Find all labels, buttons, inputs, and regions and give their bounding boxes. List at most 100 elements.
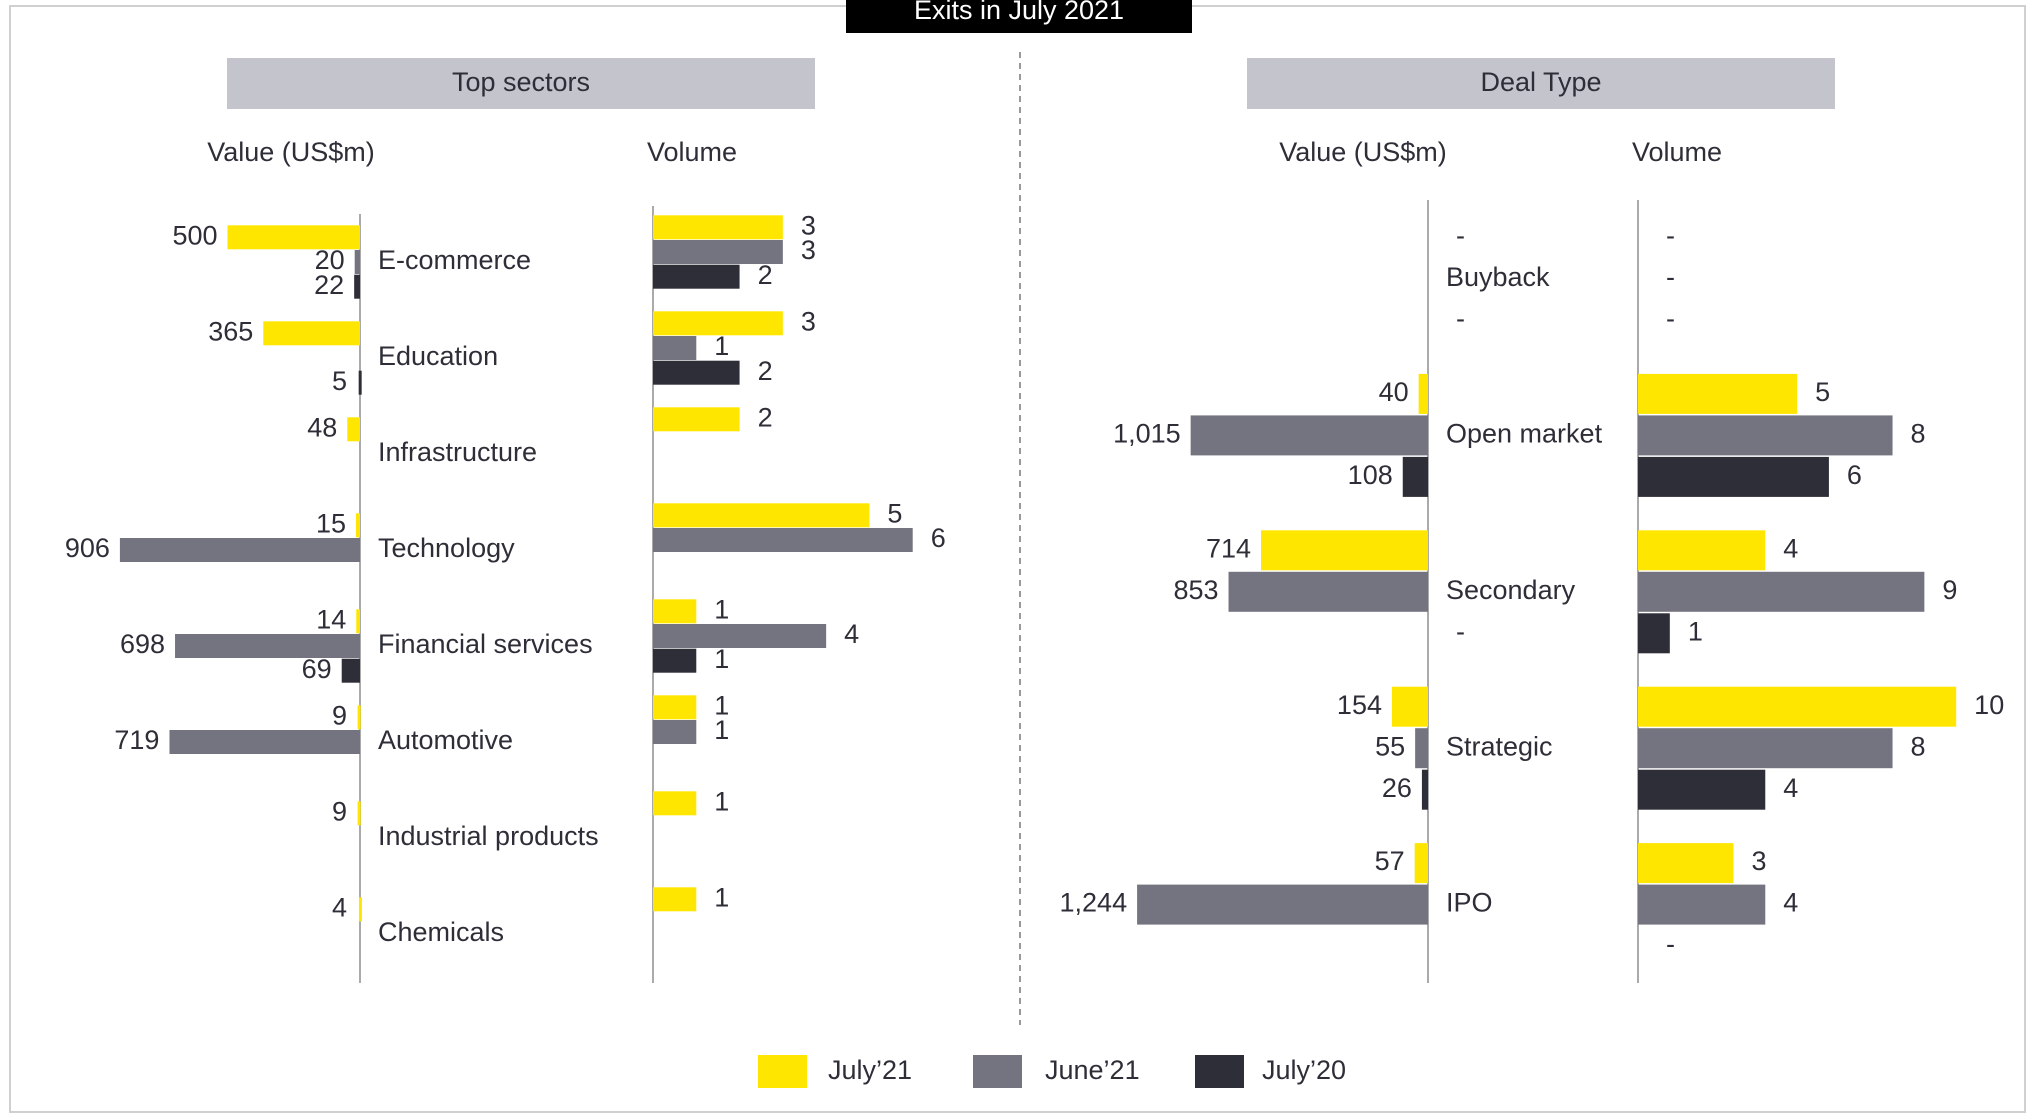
value-label: 8: [1911, 731, 1926, 761]
value-label: 1,244: [1060, 888, 1128, 918]
value-label: 714: [1206, 533, 1251, 563]
legend-label: June’21: [1045, 1055, 1140, 1085]
value-label: 3: [801, 210, 816, 240]
value-label: 3: [801, 235, 816, 265]
category-label: Financial services: [378, 629, 593, 659]
value-label: 853: [1173, 575, 1218, 605]
header-title: Exits in July 2021: [914, 0, 1124, 25]
bar: [1638, 530, 1766, 571]
bar: [1190, 415, 1428, 456]
axis-title: Value (US$m): [1279, 137, 1447, 167]
bar: [653, 528, 913, 552]
value-label: -: [1456, 221, 1465, 251]
value-label: 108: [1348, 460, 1393, 490]
value-label: 906: [65, 533, 110, 563]
value-label: 55: [1375, 731, 1405, 761]
bar: [653, 887, 697, 912]
category-label: Buyback: [1446, 262, 1550, 292]
value-label: 4: [332, 892, 347, 922]
category-label: Chemicals: [378, 917, 504, 947]
bar: [1638, 613, 1670, 654]
value-label: -: [1666, 262, 1675, 292]
value-label: 5: [1815, 377, 1830, 407]
legend-label: July’21: [828, 1055, 912, 1085]
value-label: -: [1456, 304, 1465, 334]
category-label: Technology: [378, 533, 515, 563]
bar: [357, 705, 361, 730]
value-label: 4: [844, 619, 859, 649]
panel-title: Deal Type: [1480, 67, 1601, 97]
bar: [357, 801, 361, 826]
bar: [227, 225, 360, 250]
bar: [263, 321, 360, 346]
bar: [1415, 728, 1428, 769]
bar: [1638, 843, 1734, 884]
bar: [1414, 843, 1428, 884]
bar: [653, 624, 827, 648]
bar: [653, 599, 697, 624]
value-label: -: [1666, 304, 1675, 334]
value-label: 69: [302, 654, 332, 684]
value-label: 1: [714, 715, 729, 745]
value-label: 2: [758, 402, 773, 432]
bar: [356, 609, 360, 634]
axis-title: Volume: [1632, 137, 1722, 167]
bar: [1638, 373, 1798, 414]
value-label: -: [1666, 929, 1675, 959]
value-label: 3: [1751, 846, 1766, 876]
value-label: 15: [316, 508, 346, 538]
category-label: Open market: [1446, 419, 1603, 449]
bar: [653, 336, 697, 360]
bar: [1638, 884, 1766, 925]
bar: [1638, 686, 1957, 727]
bar: [119, 538, 360, 562]
value-label: -: [1456, 616, 1465, 646]
value-label: 14: [316, 604, 346, 634]
value-label: -: [1666, 221, 1675, 251]
value-label: 1: [714, 882, 729, 912]
panel-title: Top sectors: [452, 67, 590, 97]
value-label: 1: [714, 594, 729, 624]
value-label: 4: [1783, 888, 1798, 918]
bar: [341, 658, 360, 683]
bar: [653, 648, 697, 673]
bar: [653, 407, 740, 432]
value-label: 6: [1847, 460, 1862, 490]
value-label: 365: [208, 316, 253, 346]
bar: [653, 311, 783, 336]
legend-swatch: [758, 1055, 807, 1088]
value-label: 1: [714, 786, 729, 816]
value-label: 48: [307, 412, 337, 442]
value-label: 2: [758, 356, 773, 386]
value-label: 1,015: [1113, 419, 1181, 449]
bar: [1418, 373, 1428, 414]
bar: [1638, 571, 1925, 612]
value-label: 40: [1379, 377, 1409, 407]
bar: [1638, 415, 1893, 456]
bar: [169, 730, 360, 754]
value-label: 698: [120, 629, 165, 659]
bar: [1228, 571, 1428, 612]
bar: [354, 274, 360, 299]
legend-label: July’20: [1262, 1055, 1346, 1085]
category-label: Strategic: [1446, 731, 1553, 761]
value-label: 4: [1783, 533, 1798, 563]
bar: [354, 250, 360, 274]
category-label: E-commerce: [378, 245, 531, 275]
bar: [653, 240, 783, 264]
value-label: 2: [758, 260, 773, 290]
value-label: 20: [315, 245, 345, 275]
category-label: Infrastructure: [378, 437, 537, 467]
category-label: Secondary: [1446, 575, 1576, 605]
value-label: 1: [1688, 616, 1703, 646]
value-label: 6: [931, 523, 946, 553]
panel-header: [227, 58, 815, 109]
value-label: 1: [714, 331, 729, 361]
bar: [653, 215, 783, 240]
bar: [653, 503, 870, 528]
category-label: Education: [378, 341, 498, 371]
bar: [653, 360, 740, 385]
bar: [175, 634, 360, 658]
